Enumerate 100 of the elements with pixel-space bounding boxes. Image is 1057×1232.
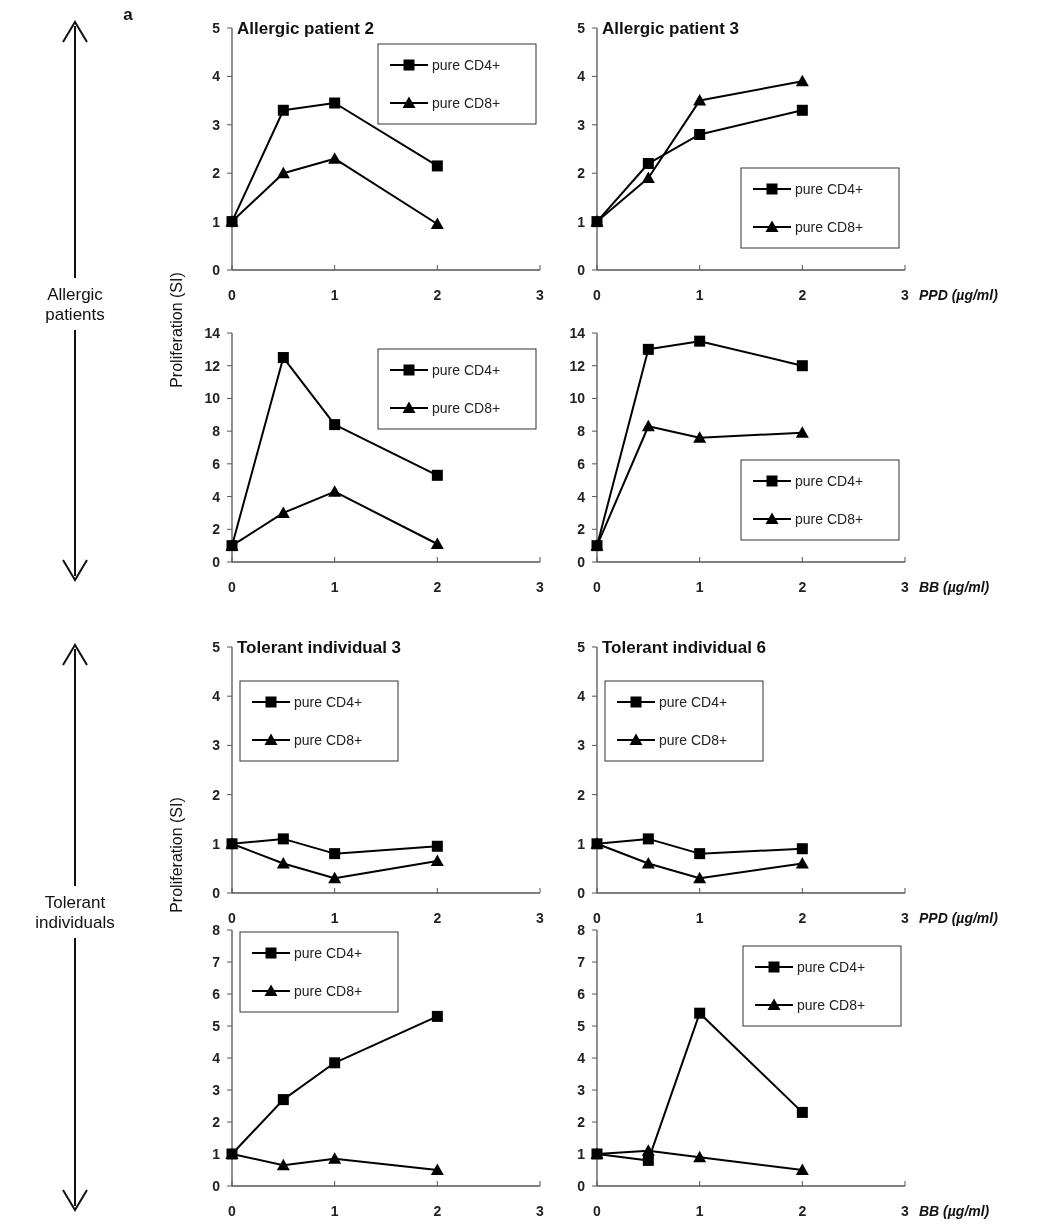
point bbox=[641, 171, 655, 184]
legend-label: pure CD4+ bbox=[432, 57, 501, 73]
point bbox=[277, 833, 289, 845]
x-tick-label: 2 bbox=[433, 287, 442, 303]
point bbox=[329, 848, 341, 860]
legend-label: pure CD8+ bbox=[432, 400, 501, 416]
y-tick-label: 4 bbox=[577, 488, 586, 505]
x-tick-label: 3 bbox=[901, 1203, 910, 1219]
point bbox=[277, 1094, 289, 1106]
legend-label: pure CD4+ bbox=[795, 473, 864, 489]
point bbox=[329, 1057, 341, 1069]
point bbox=[430, 1163, 444, 1175]
y-tick-label: 0 bbox=[577, 885, 586, 901]
y-tick-label: 14 bbox=[204, 325, 221, 341]
text: Allergic patients bbox=[45, 285, 105, 324]
y-tick-label: 0 bbox=[577, 1178, 586, 1194]
y-tick-label: 4 bbox=[577, 688, 586, 705]
y-tick-label: 6 bbox=[577, 986, 586, 1002]
point bbox=[431, 840, 443, 852]
point bbox=[430, 537, 444, 550]
chart-title: Tolerant individual 6 bbox=[602, 638, 767, 657]
y-tick-label: 1 bbox=[577, 213, 586, 230]
x-tick-label: 0 bbox=[593, 287, 602, 303]
y-tick-label: 8 bbox=[577, 423, 586, 440]
point bbox=[796, 104, 808, 116]
y-tick-label: 6 bbox=[577, 455, 586, 472]
x-axis-title: PPD (µg/ml) bbox=[919, 287, 999, 303]
legend-label: pure CD8+ bbox=[659, 732, 728, 748]
y-tick-label: 5 bbox=[577, 1018, 586, 1034]
y-tick-label: 6 bbox=[212, 455, 221, 472]
text: Tolerant individuals bbox=[35, 893, 115, 932]
point bbox=[796, 1106, 808, 1118]
point bbox=[642, 343, 654, 355]
x-tick-label: 0 bbox=[228, 910, 237, 926]
point bbox=[276, 506, 290, 518]
y-tick-label: 1 bbox=[212, 1146, 221, 1162]
y-tick-label: 5 bbox=[212, 639, 221, 655]
y-tick-label: 2 bbox=[577, 165, 586, 182]
point bbox=[641, 1144, 655, 1156]
y-tick-label: 7 bbox=[577, 954, 586, 970]
point bbox=[694, 128, 706, 140]
point bbox=[277, 104, 289, 116]
x-tick-label: 1 bbox=[330, 910, 339, 926]
x-tick-label: 1 bbox=[695, 1203, 704, 1219]
y-tick-label: 14 bbox=[569, 325, 586, 341]
legend-label: pure CD4+ bbox=[797, 959, 866, 975]
chart-title: Allergic patient 2 bbox=[237, 19, 374, 38]
y-tick-label: 0 bbox=[212, 554, 221, 570]
text: a bbox=[123, 5, 134, 24]
point bbox=[431, 160, 443, 172]
y-tick-label: 5 bbox=[212, 20, 221, 36]
x-axis-title: PPD (µg/ml) bbox=[919, 910, 999, 926]
point bbox=[276, 856, 290, 869]
y-tick-label: 0 bbox=[577, 554, 586, 570]
x-tick-label: 3 bbox=[536, 579, 545, 595]
point bbox=[329, 97, 341, 109]
y-tick-label: 0 bbox=[577, 262, 586, 278]
x-tick-label: 1 bbox=[330, 287, 339, 303]
point bbox=[693, 94, 707, 106]
x-axis-title: BB (µg/ml) bbox=[919, 579, 990, 595]
y-tick-label: 4 bbox=[577, 68, 586, 85]
y-tick-label: 4 bbox=[577, 1050, 586, 1066]
x-axis-title: BB (µg/ml) bbox=[919, 1203, 990, 1219]
y-tick-label: 8 bbox=[212, 922, 221, 938]
point bbox=[642, 158, 654, 170]
x-tick-label: 3 bbox=[536, 1203, 545, 1219]
y-tick-label: 2 bbox=[212, 786, 221, 803]
point bbox=[329, 419, 341, 431]
y-tick-label: 10 bbox=[569, 390, 586, 407]
legend-label: pure CD4+ bbox=[795, 181, 864, 197]
point bbox=[430, 217, 444, 230]
point bbox=[795, 426, 809, 438]
y-tick-label: 5 bbox=[577, 639, 586, 655]
x-tick-label: 3 bbox=[901, 579, 910, 595]
x-tick-label: 1 bbox=[695, 579, 704, 595]
x-tick-label: 2 bbox=[433, 1203, 442, 1219]
y-tick-label: 4 bbox=[212, 68, 221, 85]
x-tick-label: 3 bbox=[536, 910, 545, 926]
x-tick-label: 2 bbox=[798, 1203, 807, 1219]
x-tick-label: 2 bbox=[433, 910, 442, 926]
point bbox=[431, 1010, 443, 1022]
y-tick-label: 4 bbox=[212, 688, 221, 705]
y-axis-title: Proliferation (SI) bbox=[168, 797, 185, 913]
y-tick-label: 0 bbox=[212, 885, 221, 901]
y-tick-label: 8 bbox=[577, 922, 586, 938]
x-tick-label: 0 bbox=[593, 910, 602, 926]
point bbox=[694, 335, 706, 347]
y-tick-label: 3 bbox=[577, 116, 586, 133]
x-tick-label: 2 bbox=[798, 579, 807, 595]
point bbox=[693, 431, 707, 443]
point bbox=[277, 352, 289, 364]
y-tick-label: 2 bbox=[212, 165, 221, 182]
y-tick-label: 3 bbox=[212, 1082, 221, 1098]
point bbox=[430, 854, 444, 867]
x-tick-label: 3 bbox=[901, 910, 910, 926]
y-tick-label: 3 bbox=[212, 737, 221, 754]
x-tick-label: 0 bbox=[228, 287, 237, 303]
x-tick-label: 2 bbox=[433, 579, 442, 595]
x-tick-label: 0 bbox=[228, 579, 237, 595]
point bbox=[276, 166, 290, 179]
